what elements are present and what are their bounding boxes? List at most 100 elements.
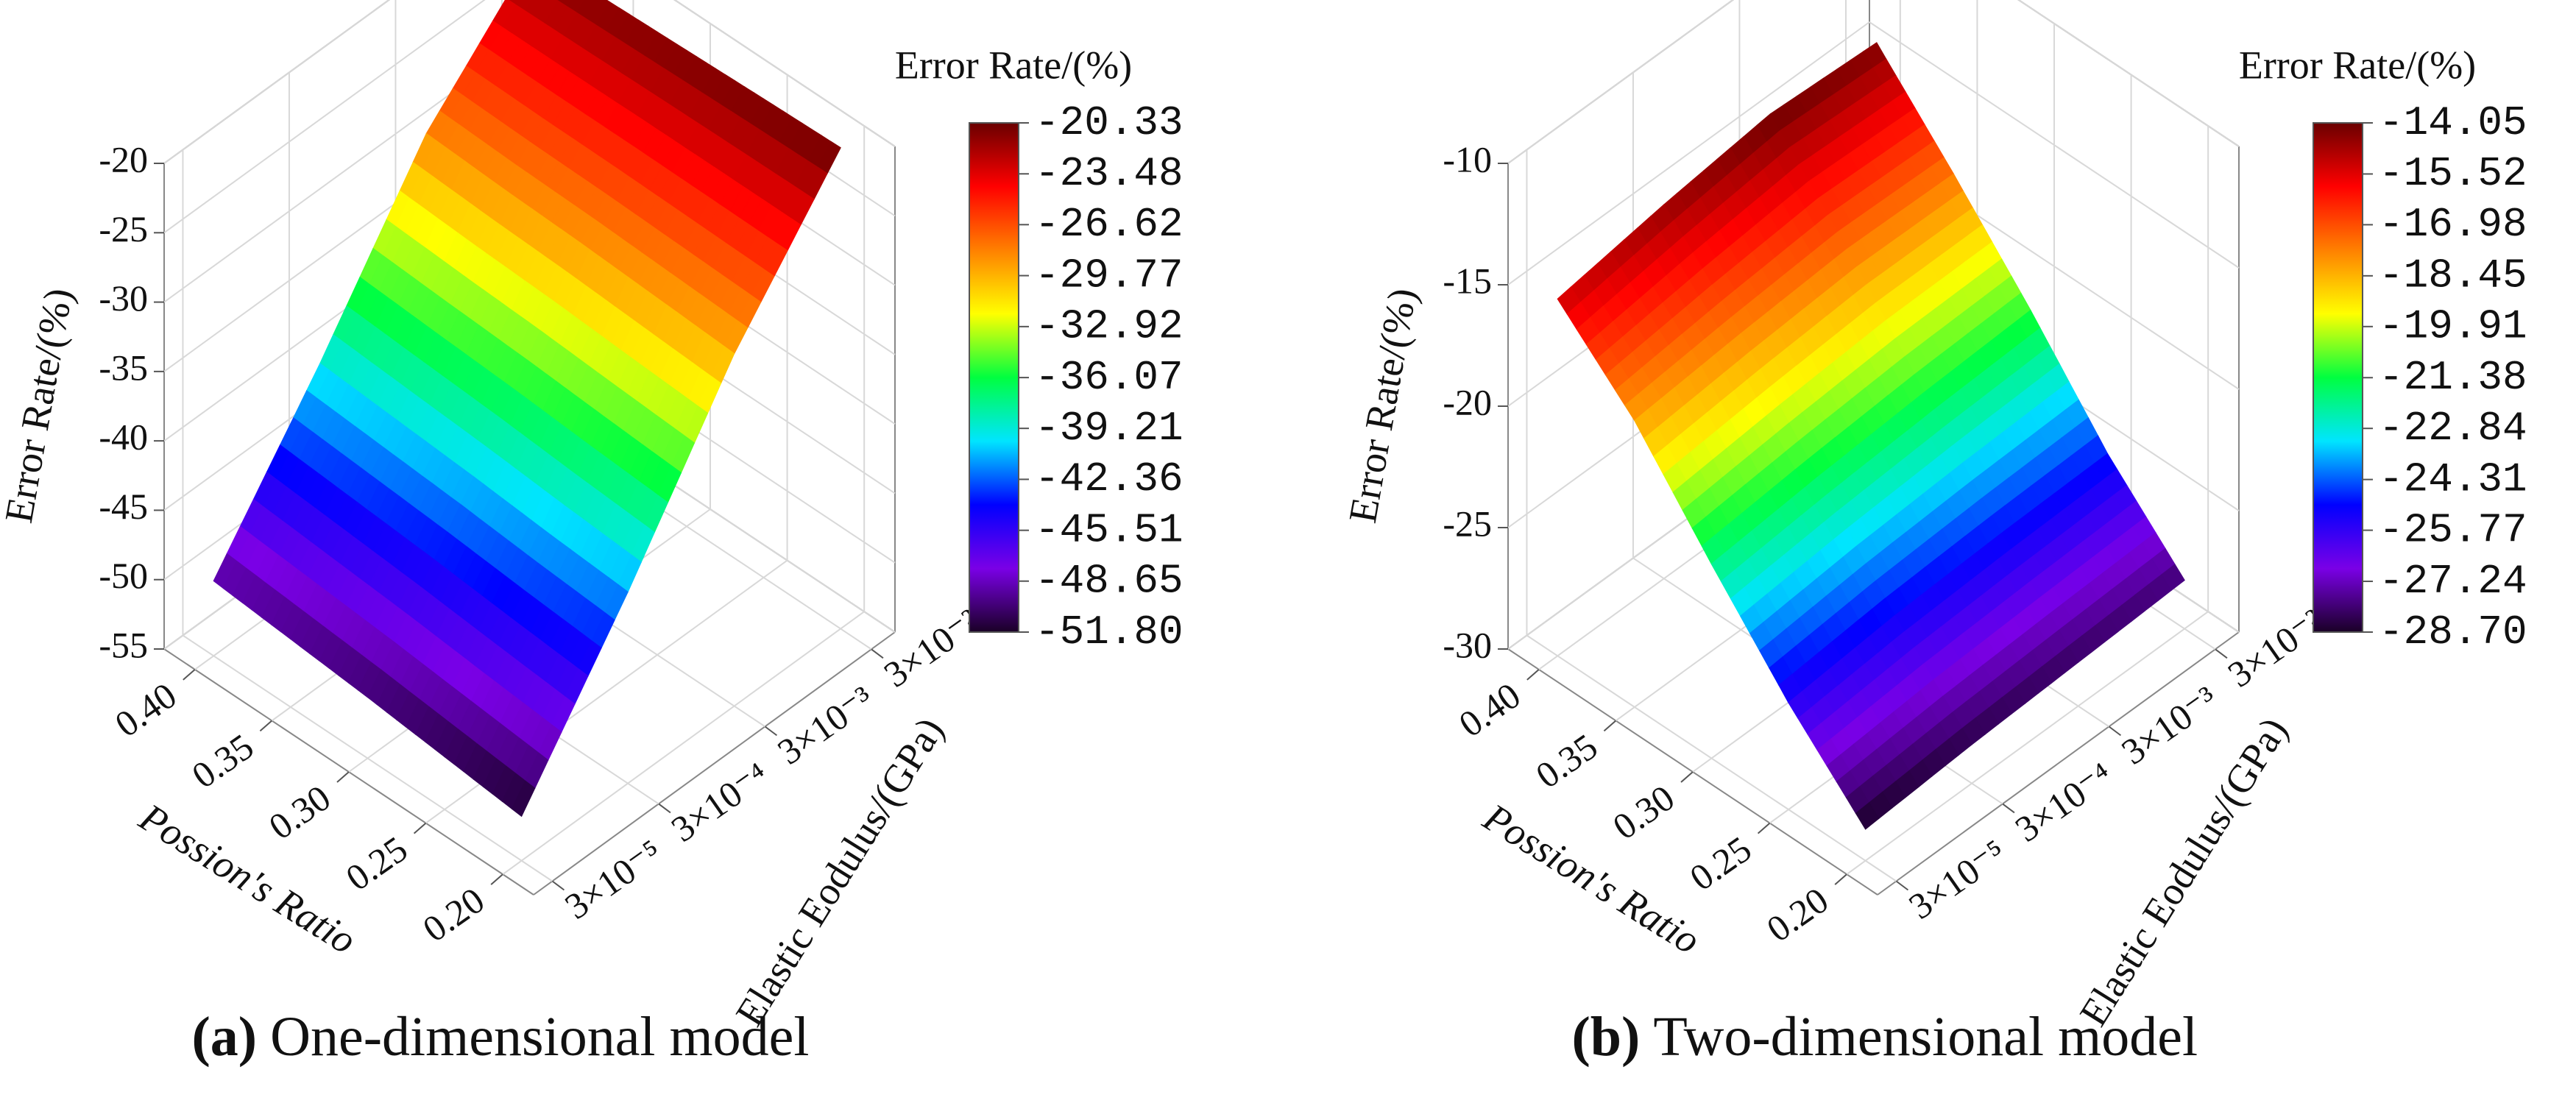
caption: (a) One-dimensional model [191, 1006, 809, 1068]
surface-cell [1894, 533, 2079, 745]
colorbar-tick-label: -39.21 [1035, 405, 1183, 452]
caption-label: (b) [1571, 1006, 1640, 1068]
x-tick-mark [183, 669, 196, 681]
y-tick-mark [551, 880, 565, 891]
colorbar-tick-label: -14.05 [2379, 99, 2527, 146]
x-tick-label: 0.30 [261, 777, 338, 848]
z-tick-label: -25 [1443, 503, 1492, 544]
colorbar-tick-label: -19.91 [2379, 303, 2527, 350]
z-tick-label: -20 [99, 138, 148, 180]
surface-cell [1847, 173, 2031, 394]
x-tick-mark [1526, 669, 1540, 681]
grid-line [1507, 21, 1870, 286]
caption-text: Two-dimensional model [1653, 1006, 2198, 1068]
x-tick-label: 0.20 [415, 879, 492, 950]
surface-cell [319, 132, 504, 422]
surface-cell [1769, 42, 1955, 250]
y-tick-label: 3×10⁻⁵ [1901, 831, 2014, 927]
surface-cell [213, 363, 398, 640]
x-tick-label: 0.25 [339, 828, 415, 898]
colorbar-tick-label: -32.92 [1035, 303, 1183, 350]
surface-cell [2000, 453, 2185, 663]
colorbar-tick-label: -24.31 [2379, 455, 2527, 503]
colorbar-tick-label: -36.07 [1035, 354, 1183, 401]
surface-patch [1855, 802, 1880, 830]
colorbar-tick-label: -45.51 [1035, 506, 1183, 553]
x-axis-title: Possion's Ratio [1476, 795, 1708, 962]
colorbar-tick-label: -20.33 [1035, 99, 1183, 146]
colorbar-tick-label: -23.48 [1035, 150, 1183, 197]
y-tick-label: 3×10⁻⁴ [2008, 754, 2120, 850]
z-tick-label: -40 [99, 416, 148, 458]
colorbar-tick-label: -25.77 [2379, 506, 2527, 553]
y-tick-mark [2108, 726, 2122, 737]
grid-line [182, 634, 553, 882]
surface-cell [444, 534, 629, 818]
box-edge [533, 631, 896, 896]
grid-line [163, 0, 486, 234]
y-tick-mark [1895, 880, 1909, 891]
surface-cell [1663, 113, 1848, 335]
caption-label: (a) [191, 1006, 257, 1068]
y-tick-label: 3×10⁻³ [770, 678, 881, 773]
x-tick-mark [413, 822, 427, 834]
colorbar-tick-label: -16.98 [2379, 201, 2527, 248]
y-tick-mark [658, 803, 671, 814]
y-tick-mark [764, 726, 778, 737]
z-tick-label: -55 [99, 624, 148, 665]
caption: (b) Two-dimensional model [1571, 1006, 2198, 1068]
z-axis-title: Error Rate/(%) [0, 285, 81, 526]
grid-line [1846, 611, 2209, 875]
x-tick-label: 0.35 [1529, 726, 1605, 796]
surface-cell [1788, 614, 1972, 830]
x-tick-mark [1680, 771, 1694, 783]
x-tick-mark [336, 771, 350, 783]
surface-cell [290, 419, 475, 698]
z-tick-label: -35 [99, 347, 148, 388]
surface-cell [1923, 309, 2109, 534]
colorbar-tick-label: -42.36 [1035, 455, 1183, 503]
z-tick-label: -25 [99, 208, 148, 249]
x-tick-mark [1757, 822, 1771, 834]
x-tick-label: 0.40 [1451, 674, 1528, 745]
surface-cell [1710, 476, 1896, 703]
x-tick-mark [490, 873, 503, 885]
y-axis-title: Elastic Eodulus/(GPa) [2071, 709, 2296, 1033]
surface-cell [579, 49, 765, 299]
grid-line [1526, 634, 1897, 882]
surface-cell [473, 242, 658, 536]
x-tick-label: 0.20 [1759, 879, 1836, 950]
surface-cell [1557, 204, 1742, 422]
x-tick-label: 0.35 [185, 726, 261, 796]
colorbar-tick-label: -28.70 [2379, 609, 2527, 656]
z-tick-label: -20 [1443, 381, 1492, 422]
surface-cell [1817, 391, 2002, 617]
surface-patch [511, 780, 536, 818]
x-axis-title: Possion's Ratio [132, 795, 364, 962]
x-tick-label: 0.25 [1682, 828, 1759, 898]
z-tick-label: -45 [99, 486, 148, 527]
y-tick-label: 3×10⁻⁵ [557, 831, 670, 927]
surface-cell [657, 98, 841, 355]
y-tick-label: 3×10⁻³ [2114, 678, 2225, 773]
colorbar-tick-label: -26.62 [1035, 201, 1183, 248]
y-axis-title: Elastic Eodulus/(GPa) [727, 709, 952, 1033]
colorbar-tick-label: -29.77 [1035, 252, 1183, 299]
surface-cell [503, 1, 687, 244]
colorbar [2313, 122, 2363, 633]
y-tick-mark [871, 648, 884, 659]
grid-line [502, 611, 865, 875]
x-tick-mark [1834, 873, 1847, 885]
colorbar-tick-label: -22.84 [2379, 405, 2527, 452]
colorbar-tick-label: -27.24 [2379, 558, 2527, 605]
colorbar-tick-label: -15.52 [2379, 150, 2527, 197]
colorbar-title: Error Rate/(%) [2239, 43, 2476, 87]
colorbar [969, 122, 1019, 633]
z-tick-label: -30 [99, 277, 148, 319]
x-tick-label: 0.30 [1605, 777, 1682, 848]
x-tick-mark [1603, 720, 1617, 732]
box-edge [1877, 631, 2240, 896]
z-tick-label: -50 [99, 555, 148, 596]
colorbar-tick-label: -21.38 [2379, 354, 2527, 401]
